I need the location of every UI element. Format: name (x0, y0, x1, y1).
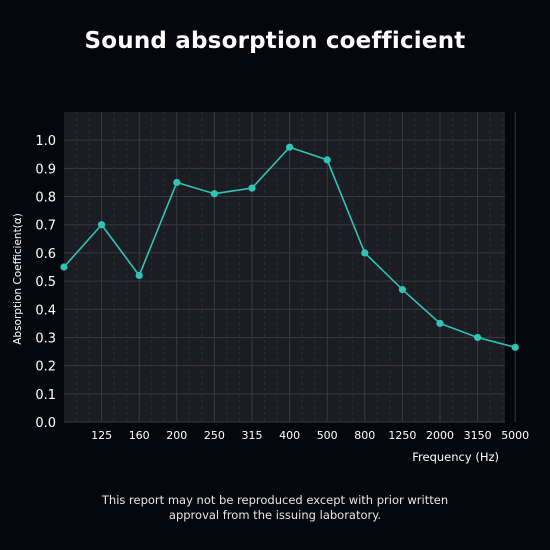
x-tick-label: 400 (279, 429, 300, 442)
x-tick-label: 500 (317, 429, 338, 442)
x-tick-label: 1250 (388, 429, 416, 442)
data-point (173, 178, 181, 187)
data-point (323, 156, 331, 164)
chart-title: Sound absorption coefficient (84, 28, 466, 54)
grid-lines (64, 112, 516, 423)
data-point (511, 343, 519, 351)
data-point (398, 285, 406, 294)
data-point (210, 190, 218, 198)
x-tick-label: 125 (91, 429, 112, 442)
data-point (135, 271, 143, 280)
data-point (248, 184, 256, 192)
y-tick-label: 0.5 (35, 275, 56, 290)
data-point (474, 333, 482, 342)
x-axis-ticks: 125 160 200 250 315 400 500 800 1250 2000 3150 5000 (91, 429, 529, 442)
x-axis-label: Frequency (Hz) (412, 450, 499, 464)
y-tick-label: 0.1 (35, 388, 56, 403)
y-axis-ticks: 0.0 0.1 0.2 0.3 0.4 0.5 0.6 0.7 0.8 0.9 1.0 (35, 134, 56, 431)
data-point (60, 263, 68, 271)
disclaimer-line-1: This report may not be reproduced except… (101, 493, 449, 507)
data-point (286, 143, 294, 151)
x-tick-label: 2000 (426, 429, 454, 442)
y-tick-label: 0.0 (35, 416, 56, 431)
data-point (98, 221, 106, 229)
plot-area (64, 112, 505, 422)
disclaimer-line-2: approval from the issuing laboratory. (168, 508, 382, 522)
y-tick-label: 0.8 (35, 191, 56, 206)
x-tick-label: 160 (129, 429, 150, 442)
x-tick-label: 200 (166, 429, 187, 442)
y-tick-label: 1.0 (35, 134, 56, 149)
x-tick-label: 315 (242, 429, 263, 442)
x-tick-label: 5000 (501, 429, 529, 442)
data-point (361, 249, 369, 257)
y-tick-label: 0.4 (35, 303, 56, 318)
y-tick-label: 0.3 (35, 331, 56, 346)
data-point (436, 319, 444, 327)
y-axis-label: Absorption Coefficient(α) (12, 213, 24, 345)
y-tick-label: 0.2 (35, 360, 56, 375)
x-tick-label: 250 (204, 429, 225, 442)
y-tick-label: 0.6 (35, 247, 56, 262)
y-tick-label: 0.9 (35, 162, 56, 177)
x-tick-label: 800 (354, 429, 375, 442)
y-tick-label: 0.7 (35, 219, 56, 234)
data-points (60, 143, 519, 351)
disclaimer-footer: This report may not be reproduced except… (0, 493, 550, 523)
x-tick-label: 3150 (464, 429, 492, 442)
